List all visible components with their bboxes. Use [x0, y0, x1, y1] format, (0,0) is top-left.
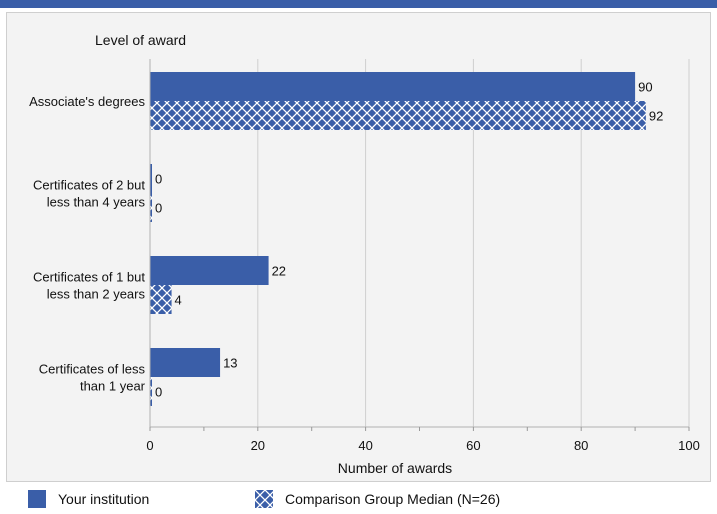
data-label: 22	[272, 264, 286, 279]
data-label: 92	[649, 109, 663, 124]
tick-label: 100	[678, 438, 700, 453]
data-label: 0	[155, 201, 162, 216]
bar-your-institution	[150, 348, 221, 377]
category-label: Associate's degrees	[29, 94, 145, 109]
bars: 90 92 0 0 22 4 13 0	[150, 72, 663, 406]
legend-item-comparison-median: Comparison Group Median (N=26)	[255, 490, 500, 508]
category-label: Certificates of 1 but	[33, 270, 145, 285]
bar-comparison-median	[150, 101, 646, 130]
x-axis: 0 20 40 60 80 100	[146, 59, 700, 453]
legend: Your institution Comparison Group Median…	[0, 488, 717, 514]
tick-label: 0	[146, 438, 153, 453]
chart-panel: Level of award 90 92 0 0 22 4 13 0 Associate's …	[6, 12, 711, 482]
data-label: 0	[155, 385, 162, 400]
tick-label: 40	[358, 438, 372, 453]
bar-comparison-median	[150, 193, 152, 222]
data-label: 4	[175, 293, 182, 308]
tick-label: 60	[466, 438, 480, 453]
category-labels: Associate's degrees Certificates of 2 but…	[29, 94, 146, 394]
x-axis-label: Number of awards	[338, 460, 452, 476]
legend-label: Comparison Group Median (N=26)	[285, 491, 501, 507]
data-label: 0	[155, 172, 162, 187]
bar-your-institution	[150, 164, 152, 193]
category-label: than 1 year	[80, 379, 146, 394]
data-label: 90	[638, 80, 652, 95]
bar-comparison-median	[150, 377, 152, 406]
bar-your-institution	[150, 256, 269, 285]
bar-comparison-median	[150, 285, 172, 314]
legend-item-your-institution: Your institution	[28, 490, 149, 508]
header-accent-bar	[0, 0, 717, 8]
data-label: 13	[223, 356, 237, 371]
crosshatch-swatch-icon	[255, 490, 273, 508]
tick-label: 80	[574, 438, 588, 453]
chart-title: Level of award	[95, 32, 186, 48]
category-label: less than 2 years	[47, 287, 146, 302]
solid-swatch-icon	[28, 490, 46, 508]
bar-your-institution	[150, 72, 636, 101]
legend-label: Your institution	[58, 491, 150, 507]
bar-chart: Level of award 90 92 0 0 22 4 13 0 Associate's …	[29, 32, 700, 476]
category-label: Certificates of 2 but	[33, 178, 145, 193]
category-label: less than 4 years	[47, 195, 146, 210]
category-label: Certificates of less	[39, 362, 146, 377]
tick-label: 20	[251, 438, 265, 453]
